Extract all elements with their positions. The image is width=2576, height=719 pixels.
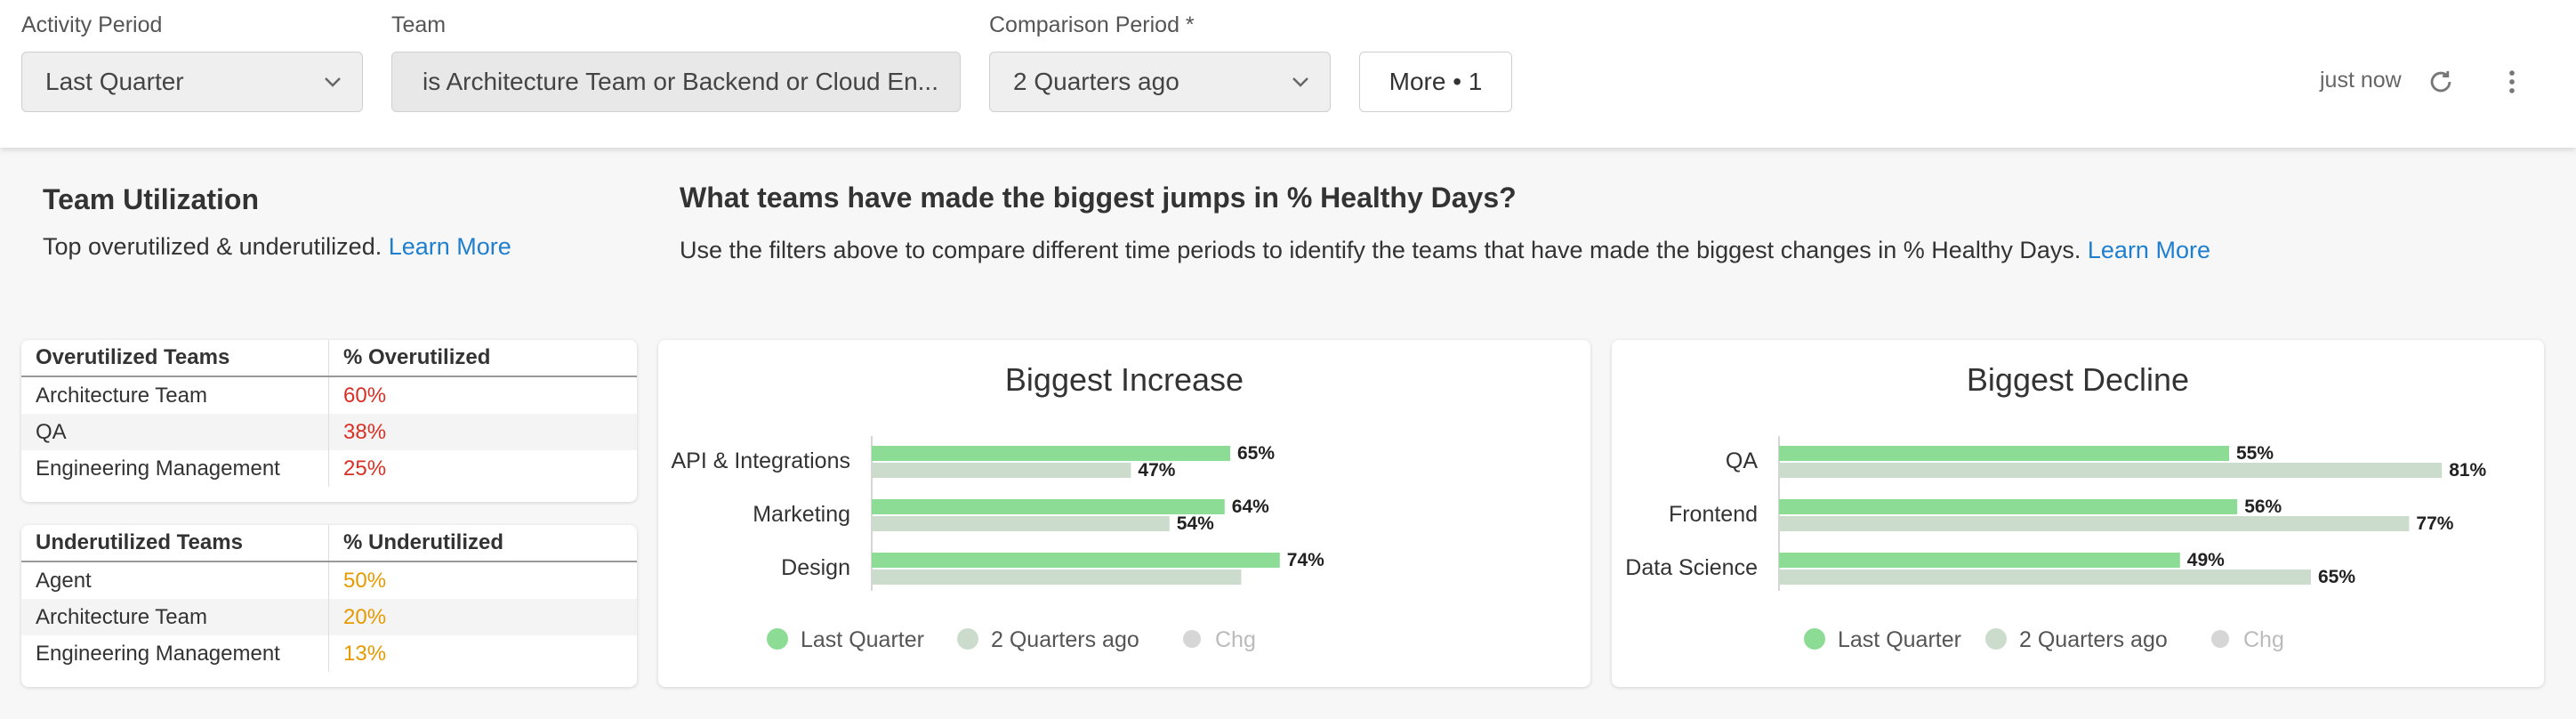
team-select[interactable]: is Architecture Team or Backend or Cloud… [391, 52, 961, 112]
legend-marker [1804, 628, 1825, 650]
comparison-period-select[interactable]: 2 Quarters ago [989, 52, 1331, 112]
last-updated-text: just now [2320, 68, 2402, 93]
category-label: Marketing [753, 502, 850, 527]
table-row: Agent 50% [21, 561, 637, 599]
biggest-increase-chart: API & Integrations 65% 47% Marketing 64% 54% D… [671, 436, 1324, 652]
utilization-learn-more-link[interactable]: Learn More [388, 233, 511, 260]
overutilized-teams-header: Overutilized Teams [21, 340, 329, 377]
team-name: Engineering Management [36, 456, 280, 481]
chevron-down-icon [323, 53, 342, 111]
comparison-period-value: 2 Quarters ago [1013, 68, 1179, 95]
data-label: 54% [1177, 513, 1214, 534]
underutilized-table-card: Underutilized Teams % Underutilized Agen… [21, 525, 637, 687]
category-label: Frontend [1669, 502, 1758, 527]
refresh-icon[interactable] [2419, 61, 2462, 103]
utilization-subtitle: Top overutilized & underutilized. Learn … [43, 233, 511, 261]
data-label: 74% [1287, 550, 1324, 570]
legend-item[interactable]: Last Quarter [1838, 627, 1961, 652]
team-name: Architecture Team [21, 599, 329, 635]
underutilized-pct: 50% [328, 561, 637, 599]
activity-period-value: Last Quarter [45, 68, 184, 95]
biggest-decline-chart: QA 55% 81% Frontend 56% 77% Data Science 49% 65%… [1625, 436, 2487, 652]
data-label: 81% [2449, 460, 2486, 481]
comparison-period-label: Comparison Period * [989, 12, 1195, 37]
team-name: Agent [36, 568, 92, 593]
table-row: Architecture Team 20% [21, 599, 637, 635]
biggest-increase-card: Biggest Increase API & Integrations 65% 47… [658, 340, 1590, 687]
bar[interactable] [872, 570, 1242, 585]
data-label: 55% [2236, 443, 2274, 464]
bar[interactable] [1779, 516, 2410, 531]
category-label: Data Science [1625, 555, 1758, 580]
overutilized-table: Overutilized Teams % Overutilized Archit… [21, 340, 637, 487]
legend-marker [1183, 630, 1201, 648]
bar[interactable] [872, 446, 1230, 461]
underutilized-pct-header: % Underutilized [328, 525, 637, 562]
underutilized-pct: 13% [328, 635, 637, 672]
team-name: Engineering Management [36, 641, 280, 666]
data-label: 56% [2244, 497, 2282, 517]
chart-title: Biggest Decline [1966, 361, 2190, 398]
bar[interactable] [1779, 553, 2180, 568]
overutilized-pct-header: % Overutilized [328, 340, 637, 377]
more-filters-button[interactable]: More • 1 [1359, 52, 1512, 112]
bar[interactable] [872, 499, 1225, 514]
table-row: Engineering Management 13% [21, 635, 637, 672]
table-row: Architecture Team 60% [21, 376, 637, 414]
underutilized-pct: 20% [328, 599, 637, 635]
more-vertical-icon[interactable] [2491, 61, 2533, 103]
underutilized-table: Underutilized Teams % Underutilized Agen… [21, 525, 637, 672]
data-label: 77% [2416, 513, 2453, 534]
team-name: Architecture Team [36, 383, 207, 408]
bar[interactable] [1779, 463, 2443, 478]
legend-marker [1985, 628, 2007, 650]
overutilized-table-card: Overutilized Teams % Overutilized Archit… [21, 340, 637, 502]
bar[interactable] [1779, 570, 2311, 585]
overutilized-pct: 25% [328, 450, 637, 487]
data-label: 64% [1232, 497, 1269, 517]
chevron-down-icon [1291, 53, 1310, 111]
team-name: QA [21, 414, 329, 450]
healthy-days-learn-more-link[interactable]: Learn More [2087, 237, 2210, 263]
utilization-title: Team Utilization [43, 183, 259, 215]
team-value: is Architecture Team or Backend or Cloud… [423, 68, 938, 95]
overutilized-pct: 60% [328, 376, 637, 414]
legend-marker [2211, 630, 2229, 648]
bar[interactable] [872, 463, 1131, 478]
bar[interactable] [872, 516, 1170, 531]
category-label: QA [1726, 448, 1758, 473]
category-label: Design [781, 555, 850, 580]
legend-marker [767, 628, 788, 650]
underutilized-teams-header: Underutilized Teams [21, 525, 329, 562]
utilization-subtitle-text: Top overutilized & underutilized. [43, 233, 382, 260]
legend-item[interactable]: Chg [2243, 627, 2284, 652]
chart-title: Biggest Increase [1004, 361, 1244, 398]
table-header: Underutilized Teams % Underutilized [21, 525, 637, 562]
healthy-days-title: What teams have made the biggest jumps i… [680, 182, 1517, 214]
table-row: Engineering Management 25% [21, 450, 637, 487]
legend-item[interactable]: 2 Quarters ago [2019, 627, 2168, 652]
data-label: 65% [2318, 567, 2355, 587]
bar[interactable] [1779, 446, 2229, 461]
overutilized-pct: 38% [328, 414, 637, 450]
activity-period-select[interactable]: Last Quarter [21, 52, 363, 112]
healthy-days-subtitle: Use the filters above to compare differe… [680, 237, 2210, 264]
activity-period-label: Activity Period [21, 12, 163, 37]
category-label: API & Integrations [671, 448, 850, 473]
legend-item[interactable]: Last Quarter [801, 627, 924, 652]
filter-bar: Activity Period Last Quarter Team is Arc… [0, 0, 2576, 148]
legend-item[interactable]: 2 Quarters ago [991, 627, 1139, 652]
healthy-days-subtitle-text: Use the filters above to compare differe… [680, 237, 2081, 263]
table-header: Overutilized Teams % Overutilized [21, 340, 637, 377]
bar[interactable] [872, 553, 1280, 568]
data-label: 47% [1138, 460, 1175, 481]
legend-marker [957, 628, 978, 650]
team-label: Team [391, 12, 447, 37]
table-row: QA 38% [21, 414, 637, 450]
data-label: 65% [1237, 443, 1275, 464]
data-label: 49% [2187, 550, 2225, 570]
biggest-decline-card: Biggest Decline QA 55% 81% Frontend 56% 77% Da… [1612, 340, 2544, 687]
legend-item[interactable]: Chg [1215, 627, 1256, 652]
bar[interactable] [1779, 499, 2238, 514]
